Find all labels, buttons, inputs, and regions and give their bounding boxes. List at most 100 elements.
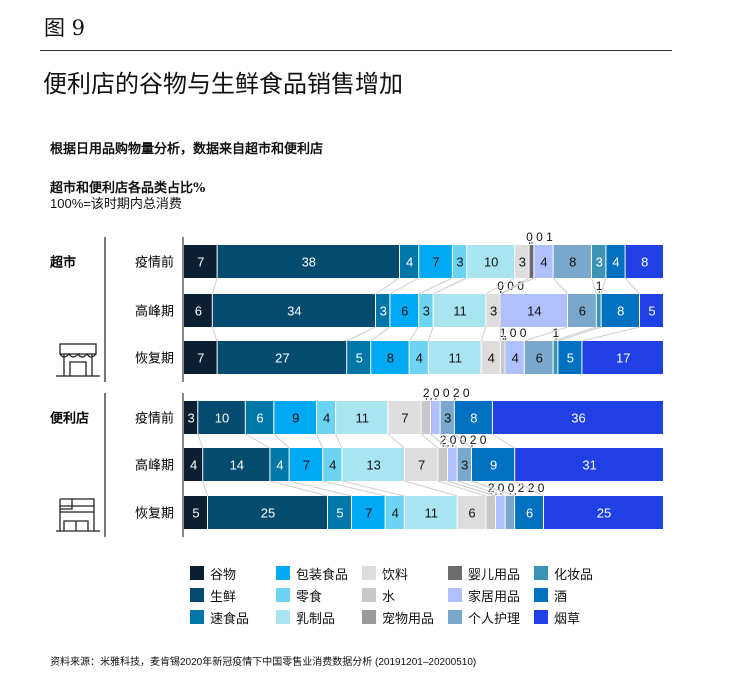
connector-line — [447, 480, 496, 497]
data-label: 11 — [448, 351, 462, 366]
legend-swatch — [448, 610, 462, 624]
legend-label: 家居用品 — [468, 589, 521, 605]
legend-swatch — [190, 588, 204, 602]
bar-segment — [203, 448, 270, 481]
data-label: 3 — [519, 255, 526, 270]
connector-line — [335, 433, 343, 449]
legend-swatch — [276, 566, 290, 580]
legend-label: 水 — [382, 589, 396, 605]
data-label: 3 — [423, 304, 430, 319]
legend-swatch — [190, 566, 204, 580]
bar-segment — [198, 401, 245, 434]
data-label: 14 — [230, 458, 244, 473]
legend-label: 婴儿用品 — [468, 567, 521, 583]
data-label: 6 — [256, 411, 263, 426]
legend-item: 家居用品 — [448, 584, 534, 606]
data-label: 5 — [356, 351, 363, 366]
bar-segment — [390, 294, 419, 327]
data-label: 10 — [215, 411, 229, 426]
connector-line — [418, 277, 453, 295]
bar-segment — [515, 245, 529, 278]
data-label: 6 — [536, 351, 543, 366]
bar-segment — [184, 294, 212, 327]
bar-segment — [376, 294, 390, 327]
bar-segment — [448, 448, 457, 481]
legend-label: 包装食品 — [296, 567, 349, 583]
connector-line — [557, 326, 602, 342]
source-note: 资料来源：米雅科技，麦肯锡2020年新冠疫情下中国零售业消费数据分析 (2019… — [50, 657, 477, 668]
bar-segment — [342, 448, 404, 481]
connector-line — [269, 480, 328, 497]
data-label: 6 — [526, 506, 533, 521]
legend-label: 酒 — [554, 589, 568, 605]
connector-line — [454, 433, 472, 449]
row-label: 高峰期 — [135, 458, 174, 474]
data-label: 34 — [287, 304, 301, 319]
legend-item: 酒 — [534, 584, 620, 606]
data-label: 4 — [612, 255, 619, 270]
data-label: 7 — [401, 411, 408, 426]
legend-label: 饮料 — [382, 567, 409, 583]
data-label: 5 — [192, 506, 199, 521]
data-label: 10 — [484, 255, 498, 270]
legend-label: 谷物 — [210, 567, 237, 583]
data-label: 3 — [456, 255, 463, 270]
data-label: 25 — [597, 506, 611, 521]
connector-line — [202, 480, 208, 497]
bar-segment — [438, 448, 447, 481]
data-label: 9 — [292, 411, 299, 426]
data-label: 0 — [450, 433, 457, 447]
bar-segment — [431, 401, 440, 434]
legend-swatch — [448, 588, 462, 602]
bar-segment — [596, 294, 601, 327]
data-label: 6 — [195, 304, 202, 319]
connector-line — [500, 277, 535, 295]
legend-swatch — [448, 566, 462, 580]
data-label: 4 — [512, 351, 519, 366]
legend: 谷物 生鲜 速食品 包装食品 零食 乳制品 饮料水宠物用品 婴儿用品 家居用品 个人护理 化妆品酒烟… — [190, 562, 620, 628]
bar-segment — [212, 294, 375, 327]
data-label: 5 — [336, 506, 343, 521]
bar-segment — [486, 294, 500, 327]
bar-segment — [534, 245, 553, 278]
connector-line — [471, 480, 515, 497]
data-label: 6 — [468, 506, 475, 521]
bar-segment — [421, 401, 431, 434]
row-label: 疫情前 — [135, 255, 174, 271]
data-label: 3 — [188, 411, 195, 426]
legend-label: 化妆品 — [554, 567, 594, 583]
connector-line — [322, 480, 386, 497]
data-label: 2 — [440, 433, 447, 447]
data-label: 6 — [401, 304, 408, 319]
bar-segment — [217, 341, 347, 374]
data-label: 2 — [518, 481, 525, 495]
bar-segment — [492, 401, 663, 434]
bar-segment — [184, 401, 198, 434]
connector-line — [552, 277, 568, 295]
connector-line — [420, 433, 439, 449]
bar-segment — [500, 294, 567, 327]
bar-segment — [529, 245, 534, 278]
data-label: 14 — [527, 304, 541, 319]
data-label: 1 — [553, 326, 560, 340]
data-label: 11 — [355, 411, 369, 426]
data-label: 1 — [596, 279, 603, 293]
bar-segment — [400, 245, 419, 278]
bar-segment — [184, 448, 203, 481]
legend-swatch — [362, 610, 376, 624]
data-label: 25 — [261, 506, 275, 521]
data-label: 0 — [443, 386, 450, 400]
bar-segment — [457, 448, 471, 481]
bar-segment — [625, 245, 663, 278]
data-label: 0 — [508, 481, 515, 495]
bar-segment — [388, 401, 421, 434]
data-label: 1 — [500, 326, 507, 340]
bar-segment — [553, 341, 558, 374]
connector-line — [437, 480, 487, 497]
connector-line — [432, 277, 467, 295]
connector-line — [273, 433, 290, 449]
data-label: 8 — [641, 255, 648, 270]
data-label: 0 — [526, 230, 533, 244]
connector-line — [514, 480, 544, 497]
